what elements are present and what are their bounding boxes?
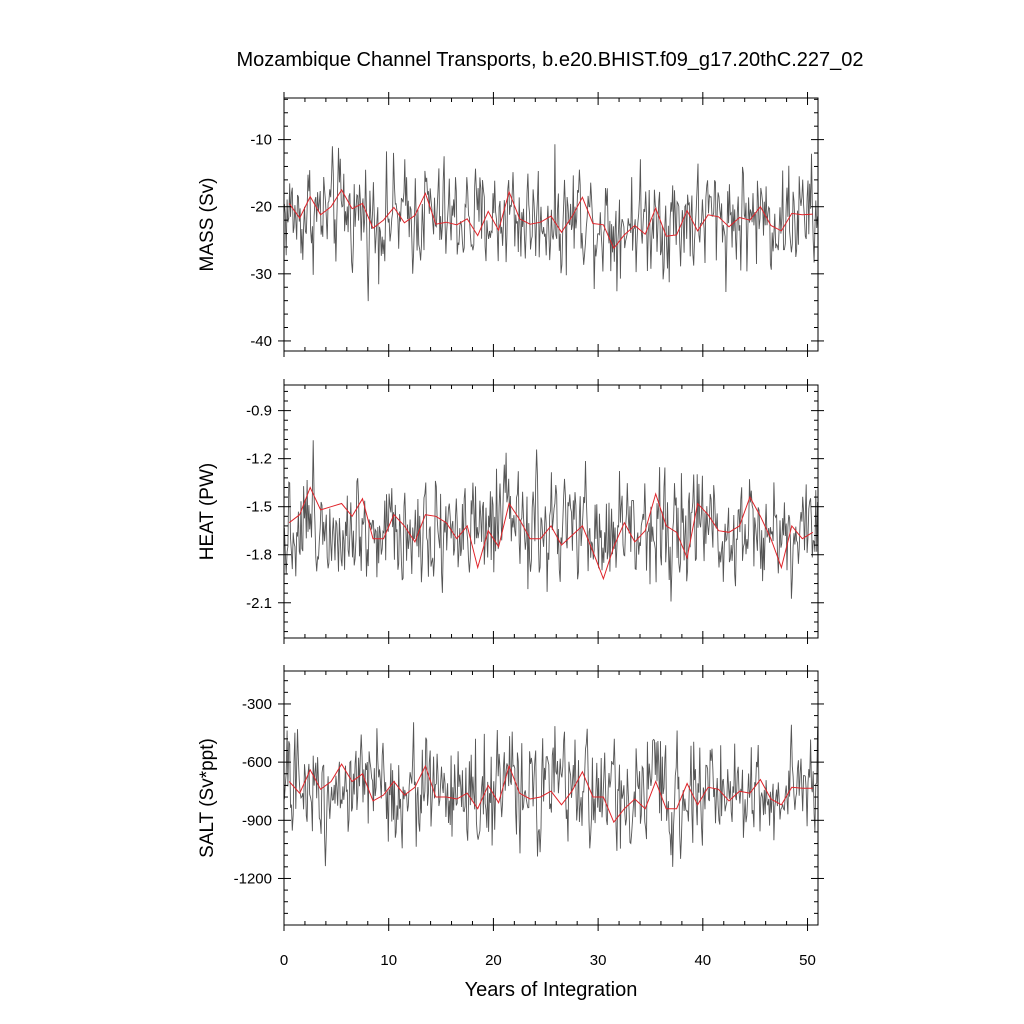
mass-y-axis-label: MASS (Sv) <box>197 178 218 272</box>
mass-y-tick-label: -40 <box>250 333 272 350</box>
mass-panel-ticks: -10 -20 -30 -40 <box>250 92 824 357</box>
chart-title: Mozambique Channel Transports, b.e20.BHI… <box>236 49 863 71</box>
x-tick-label: 40 <box>694 952 711 969</box>
mass-y-tick-label: -10 <box>250 132 272 149</box>
heat-y-tick-label: -1.8 <box>246 547 272 564</box>
salt-y-tick-label: -600 <box>242 754 272 771</box>
heat-annual-mean-line <box>288 486 814 581</box>
mass-y-tick-label: -20 <box>250 199 272 216</box>
mass-annual-mean-series <box>288 188 813 250</box>
mass-panel-frame <box>283 97 819 352</box>
x-tick-label: 30 <box>590 952 607 969</box>
heat-monthly-series <box>283 440 819 602</box>
salt-monthly-series <box>283 722 819 867</box>
salt-y-axis-label: SALT (Sv*ppt) <box>197 738 218 858</box>
heat-y-tick-label: -0.9 <box>246 403 272 420</box>
mass-annual-mean-line <box>288 188 813 250</box>
x-tick-label: 10 <box>380 952 397 969</box>
heat-panel-ticks: -0.9 -1.2 -1.5 -1.8 -2.1 <box>246 379 824 644</box>
salt-annual-mean-series <box>288 763 813 824</box>
salt-panel: -300 -600 -900 -1200 SALT (Sv*ppt) <box>197 665 824 931</box>
salt-y-tick-label: -900 <box>242 812 272 829</box>
heat-y-tick-label: -2.1 <box>246 595 272 612</box>
salt-monthly-line <box>283 722 819 867</box>
mass-panel: -10 -20 -30 -40 MASS (Sv) <box>197 92 824 357</box>
heat-monthly-line <box>283 440 819 602</box>
mass-monthly-line <box>283 144 819 302</box>
x-tick-labels: 0 10 20 30 40 50 <box>280 952 816 969</box>
salt-panel-ticks: -300 -600 -900 -1200 <box>234 665 824 931</box>
heat-y-tick-label: -1.2 <box>246 451 272 468</box>
heat-y-axis-label: HEAT (PW) <box>197 463 218 560</box>
heat-panel-frame <box>283 384 819 639</box>
x-tick-label: 20 <box>485 952 502 969</box>
heat-panel: -0.9 -1.2 -1.5 -1.8 -2.1 HEAT (PW) <box>197 379 824 644</box>
mass-monthly-series <box>283 144 819 302</box>
x-tick-label: 50 <box>799 952 816 969</box>
x-tick-label: 0 <box>280 952 288 969</box>
mass-y-tick-label: -30 <box>250 266 272 283</box>
salt-panel-frame <box>283 670 819 926</box>
salt-y-tick-label: -1200 <box>234 870 272 887</box>
salt-annual-mean-line <box>288 763 813 824</box>
salt-y-tick-label: -300 <box>242 696 272 713</box>
heat-annual-mean-series <box>288 486 814 581</box>
heat-y-tick-label: -1.5 <box>246 499 272 516</box>
x-axis-label: Years of Integration <box>465 979 638 1001</box>
